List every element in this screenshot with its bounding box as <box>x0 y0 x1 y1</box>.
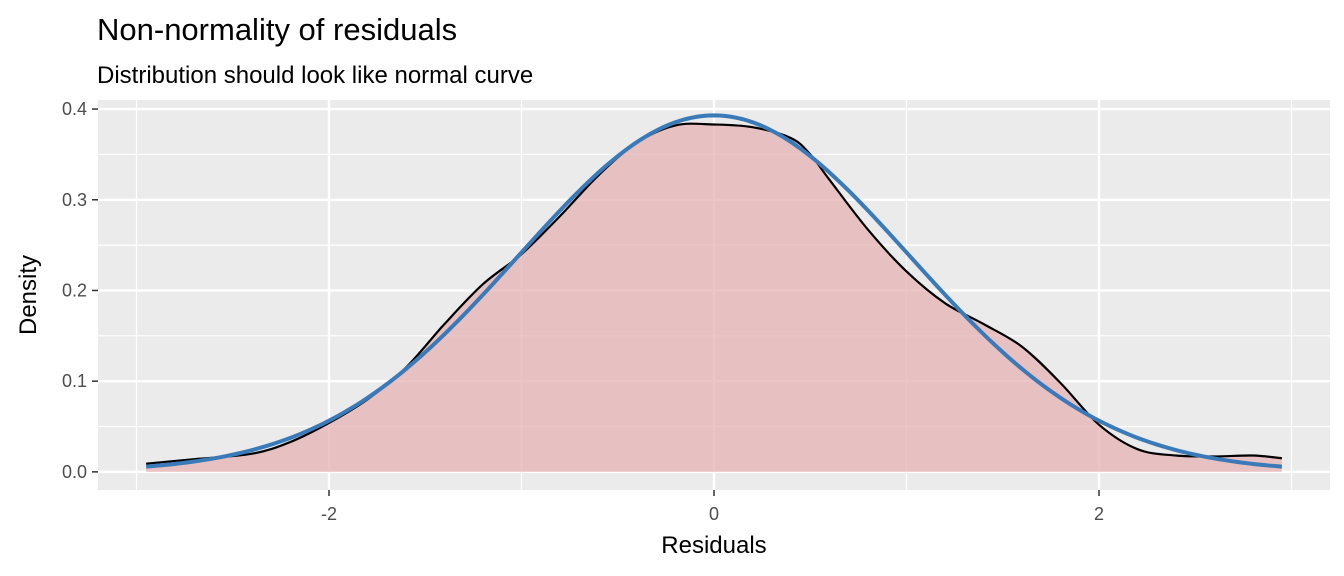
y-tick-label: 0.3 <box>62 190 87 210</box>
x-tick-label: 0 <box>709 504 719 524</box>
x-axis-title: Residuals <box>661 532 766 559</box>
y-tick-label: 0.1 <box>62 371 87 391</box>
x-tick-label: -2 <box>321 504 337 524</box>
y-tick-label: 0.4 <box>62 99 87 119</box>
x-axis-ticks: -2 0 2 <box>321 490 1104 524</box>
y-tick-label: 0.2 <box>62 280 87 300</box>
normal-curve <box>145 113 1283 469</box>
x-tick-label: 2 <box>1094 504 1104 524</box>
density-area <box>146 123 1282 472</box>
y-axis-ticks: 0.0 0.1 0.2 0.3 0.4 <box>62 99 98 482</box>
chart-subtitle: Distribution should look like normal cur… <box>97 62 533 89</box>
y-axis-title: Density <box>15 255 42 335</box>
y-tick-label: 0.0 <box>62 462 87 482</box>
chart-title: Non-normality of residuals <box>97 12 457 47</box>
